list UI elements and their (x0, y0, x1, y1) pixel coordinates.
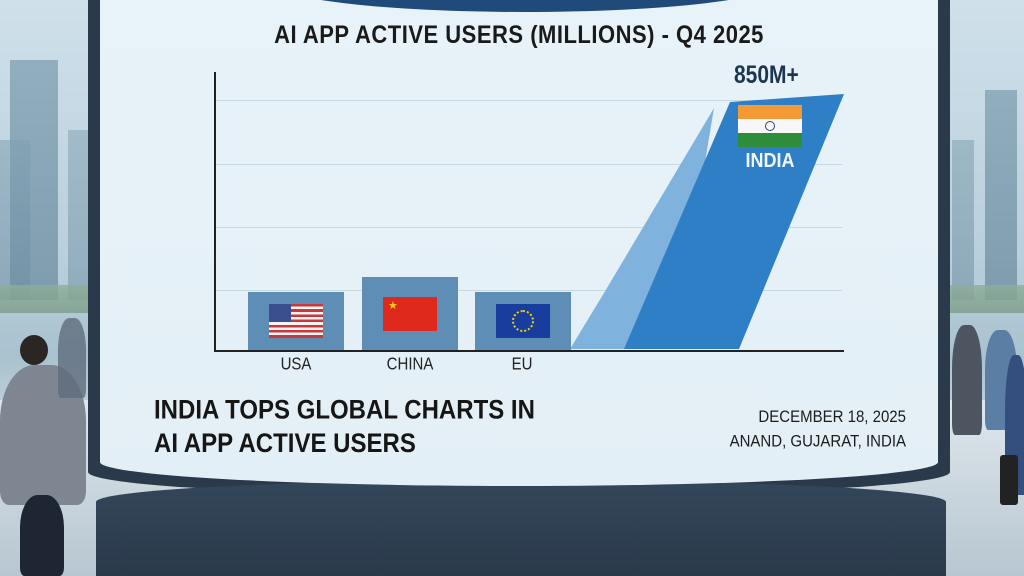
india-value-label: 850M+ (734, 61, 799, 90)
bar-usa (248, 292, 344, 350)
skyscraper (68, 130, 90, 300)
bar-china: ★ (362, 277, 458, 350)
headline: INDIA TOPS GLOBAL CHARTS IN AI APP ACTIV… (154, 394, 574, 461)
india-flag-icon (738, 105, 802, 147)
person-background (58, 318, 86, 398)
skyscraper (985, 90, 1017, 300)
bar-eu (475, 292, 571, 350)
chart-title: AI APP ACTIVE USERS (MILLIONS) - Q4 2025 (274, 20, 764, 49)
billboard-screen: AI APP ACTIVE USERS (MILLIONS) - Q4 2025… (100, 0, 938, 486)
skyscraper (952, 140, 974, 300)
person-legs (20, 495, 64, 576)
eu-flag-icon (496, 304, 550, 338)
person-background (952, 325, 982, 435)
briefcase (1000, 455, 1018, 505)
gridline (216, 164, 842, 165)
india-bar (624, 94, 844, 349)
gridline (216, 100, 842, 101)
headline-line-1: INDIA TOPS GLOBAL CHARTS IN (154, 395, 535, 426)
x-label-eu: EU (511, 354, 533, 375)
person-head (20, 335, 48, 365)
x-label-usa: USA (280, 354, 312, 375)
x-label-china: CHINA (386, 354, 434, 375)
dateline: DECEMBER 18, 2025 ANAND, GUJARAT, INDIA (730, 405, 906, 454)
location-text: ANAND, GUJARAT, INDIA (729, 431, 906, 451)
y-axis (214, 72, 216, 352)
gridline (216, 227, 842, 228)
x-axis (214, 350, 844, 352)
billboard-base (96, 480, 946, 576)
top-banner-arc (270, 0, 780, 12)
headline-line-2: AI APP ACTIVE USERS (154, 428, 416, 459)
date-text: DECEMBER 18, 2025 (758, 407, 906, 427)
skyscraper (0, 140, 30, 300)
us-flag-icon (269, 304, 323, 338)
india-bar-shape (570, 94, 844, 349)
chart-plot-area: ★ USA CHINA EU (214, 72, 846, 374)
gridline (216, 290, 842, 291)
india-bar-label: INDIA (745, 148, 795, 172)
china-flag-icon: ★ (383, 296, 437, 331)
